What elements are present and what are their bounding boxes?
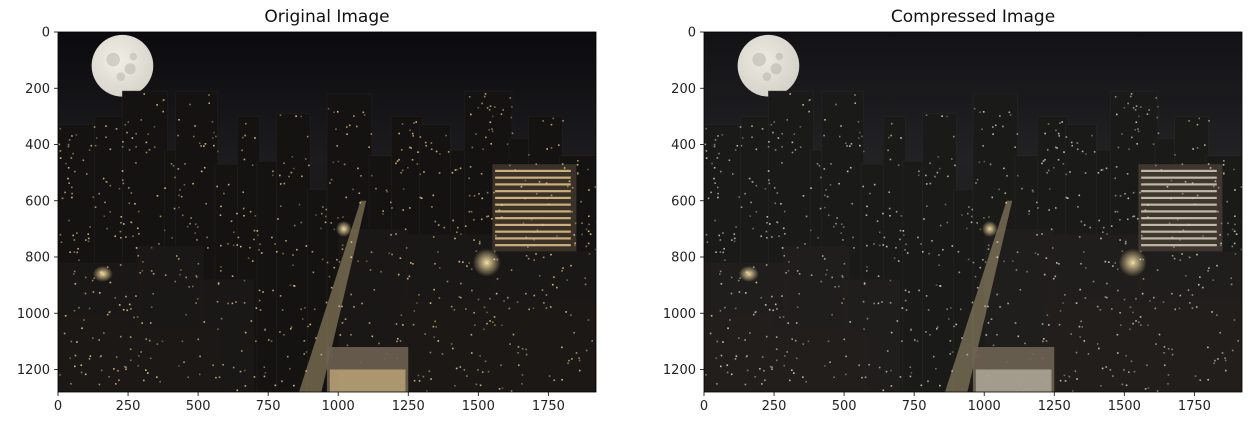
chart-title-right: Compressed Image bbox=[890, 7, 1056, 27]
x-tick-label: 1500 bbox=[462, 399, 495, 414]
x-tick-label: 750 bbox=[256, 399, 281, 414]
y-tick-label: 400 bbox=[25, 138, 50, 153]
street bbox=[944, 200, 1013, 392]
y-tick-label: 1000 bbox=[17, 307, 50, 322]
x-tick-label: 1000 bbox=[968, 399, 1001, 414]
chart-left: 0 250 500 750 1000 1250 1500 1750 0 200 400 600 800 1… bbox=[17, 26, 597, 414]
x-tick-label: 0 bbox=[54, 399, 62, 414]
x-tick-label: 500 bbox=[186, 399, 211, 414]
chart-right: 0 250 500 750 1000 1250 1500 1750 0 200 400 600 800 1… bbox=[663, 26, 1243, 414]
x-tick-label: 250 bbox=[762, 399, 787, 414]
plot-frame bbox=[57, 31, 597, 393]
x-tick-label: 750 bbox=[902, 399, 927, 414]
x-tick-label: 1750 bbox=[1178, 399, 1211, 414]
image-raster bbox=[58, 32, 596, 392]
y-tick-label: 200 bbox=[671, 82, 696, 97]
y-tick-label: 1000 bbox=[663, 307, 696, 322]
y-tick-label: 600 bbox=[25, 194, 50, 209]
y-tick-label: 800 bbox=[25, 251, 50, 266]
street bbox=[298, 200, 367, 392]
x-tick-label: 1500 bbox=[1108, 399, 1141, 414]
x-tick-label: 1250 bbox=[392, 399, 425, 414]
y-tick-label: 1200 bbox=[17, 363, 50, 378]
panel-left: Original Image 0 250 500 750 1000 1250 1500 175… bbox=[0, 0, 628, 426]
x-tick-label: 500 bbox=[832, 399, 857, 414]
y-tick-label: 0 bbox=[688, 26, 696, 41]
y-tick-label: 0 bbox=[42, 26, 50, 41]
y-tick-label: 400 bbox=[671, 138, 696, 153]
x-tick-label: 1000 bbox=[322, 399, 355, 414]
y-tick-label: 1200 bbox=[663, 363, 696, 378]
y-tick-label: 600 bbox=[671, 194, 696, 209]
panel-right: Compressed Image 0 250 500 750 1000 1250 1500 1… bbox=[628, 0, 1257, 426]
y-tick-label: 800 bbox=[671, 251, 696, 266]
moon bbox=[91, 34, 154, 97]
plot-frame bbox=[703, 31, 1243, 393]
chart-title-left: Original Image bbox=[264, 7, 390, 27]
x-tick-label: 250 bbox=[116, 399, 141, 414]
y-tick-label: 200 bbox=[25, 82, 50, 97]
moon bbox=[737, 34, 800, 97]
image-raster bbox=[704, 32, 1242, 392]
x-tick-label: 0 bbox=[700, 399, 708, 414]
x-tick-label: 1250 bbox=[1038, 399, 1071, 414]
x-tick-label: 1750 bbox=[532, 399, 565, 414]
